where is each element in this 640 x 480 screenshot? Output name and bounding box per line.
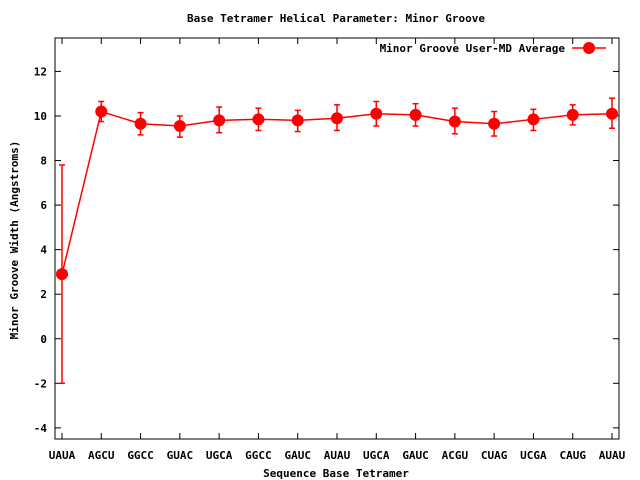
y-tick-label: 10 — [34, 110, 47, 123]
x-tick-label: GAUC — [284, 449, 311, 462]
data-point — [213, 114, 226, 127]
y-axis: -4 -2 0 2 4 6 8 10 12 — [34, 65, 619, 435]
x-tick-label: CAUG — [559, 449, 586, 462]
plot-frame — [54, 37, 620, 440]
x-tick-label: UAUA — [49, 449, 76, 462]
data-point — [252, 113, 265, 126]
x-tick-label: AGCU — [88, 449, 115, 462]
x-tick-label: CUAG — [481, 449, 508, 462]
data-point — [527, 113, 540, 126]
y-tick-label: 2 — [40, 288, 47, 301]
legend-marker — [583, 42, 595, 54]
x-tick-label: UGCA — [206, 449, 233, 462]
x-axis-label: Sequence Base Tetramer — [263, 467, 409, 480]
legend: Minor Groove User-MD Average — [380, 42, 606, 55]
x-tick-label: AUAU — [324, 449, 351, 462]
x-axis: UAUA AGCU GGCC GUAC UGCA GGCC GAUC AUAU UGCA GAUC… — [49, 38, 626, 462]
data-point — [134, 117, 147, 130]
x-tick-label: ACGU — [442, 449, 469, 462]
legend-label: Minor Groove User-MD Average — [380, 42, 566, 55]
y-tick-label: 12 — [34, 65, 47, 78]
data-point — [448, 115, 461, 128]
data-point — [488, 117, 501, 130]
y-tick-label: -2 — [34, 377, 47, 390]
chart-title: Base Tetramer Helical Parameter: Minor G… — [187, 12, 485, 25]
data-point — [409, 108, 422, 121]
y-axis-label: Minor Groove Width (Angstroms) — [8, 141, 21, 340]
y-tick-label: 8 — [40, 155, 47, 168]
series-line — [61, 110, 613, 275]
y-tick-label: 6 — [40, 199, 47, 212]
y-tick-label: 0 — [40, 333, 47, 346]
x-tick-label: GGCC — [245, 449, 272, 462]
data-point — [173, 119, 186, 132]
data-point — [331, 112, 343, 125]
x-tick-label: GGCC — [127, 449, 154, 462]
data-point — [95, 105, 108, 118]
series-layer — [56, 97, 618, 385]
x-tick-label: UCGA — [520, 449, 547, 462]
x-tick-label: GUAC — [167, 449, 194, 462]
data-point — [291, 114, 304, 127]
data-point — [370, 107, 383, 120]
y-tick-label: 4 — [40, 244, 47, 257]
x-tick-label: GAUC — [402, 449, 429, 462]
data-point — [606, 107, 618, 120]
x-tick-label: AUAU — [599, 449, 626, 462]
y-tick-label: -4 — [34, 422, 48, 435]
data-point — [56, 268, 68, 281]
x-tick-label: UGCA — [363, 449, 390, 462]
data-point — [566, 108, 579, 121]
